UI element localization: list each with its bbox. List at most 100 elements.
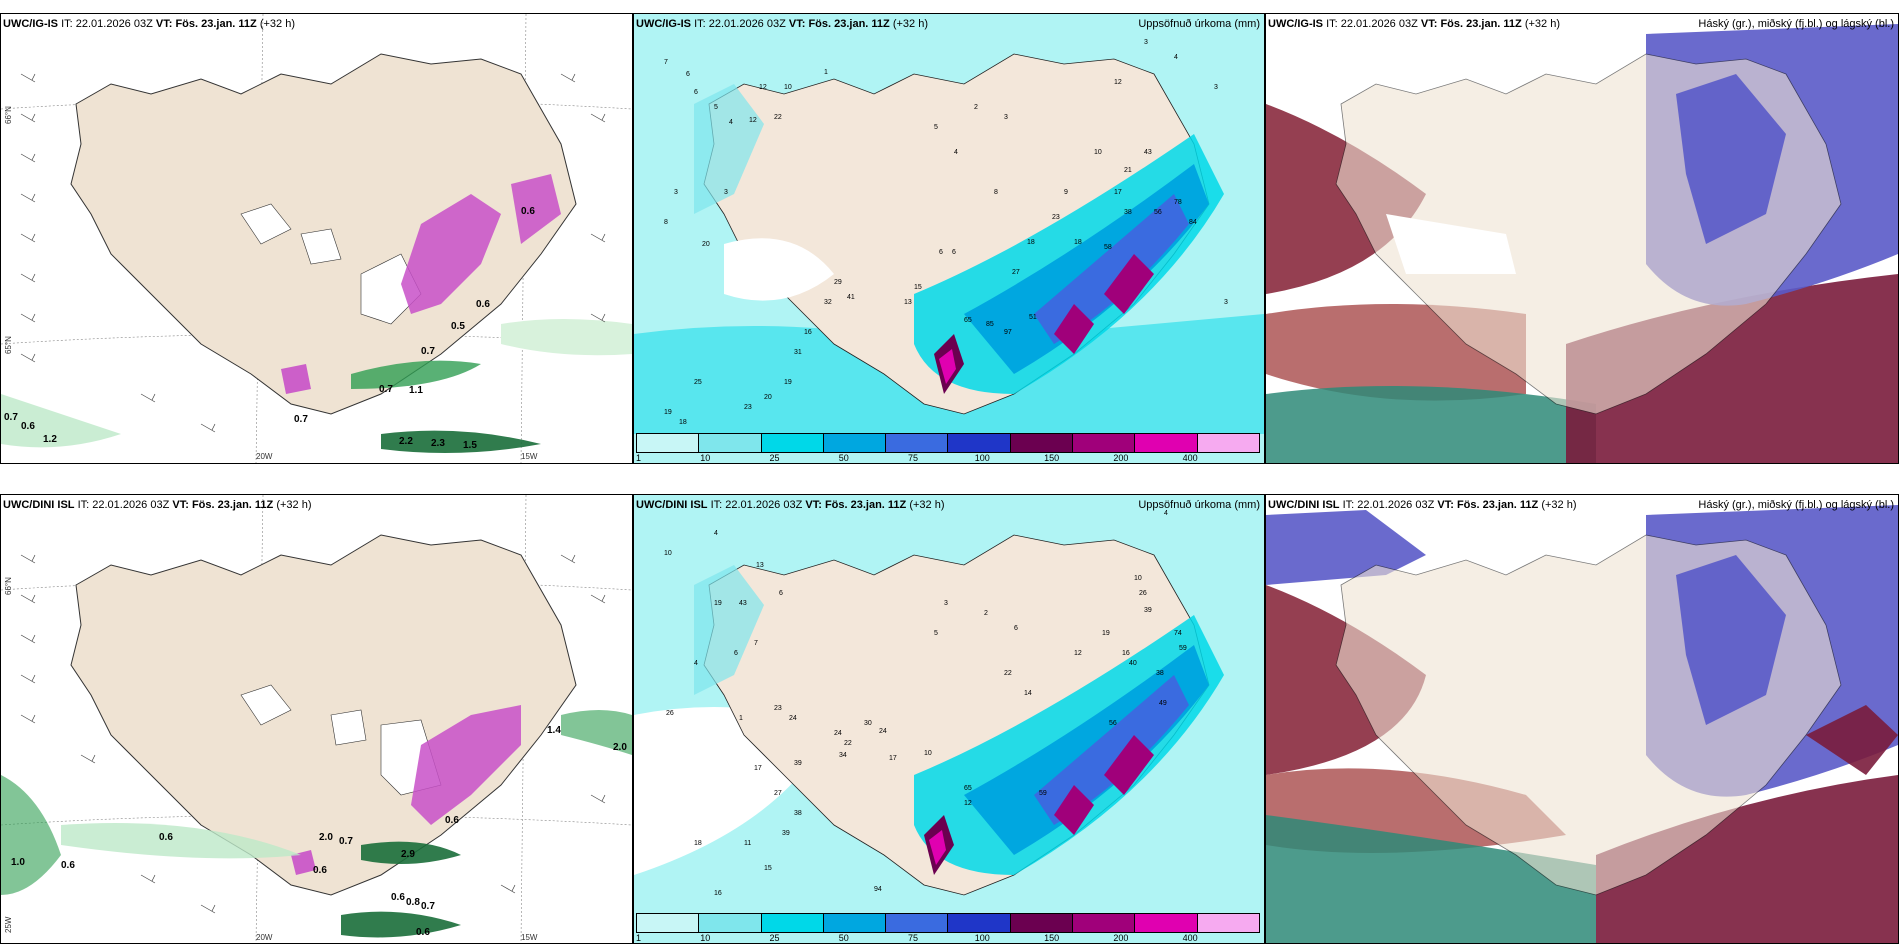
cloud-map-panel-row1: UWC/IG-IS IT: 22.01.2026 03Z VT: Fös. 23… [1265,13,1899,464]
precip-value: 12 [1074,650,1082,657]
precip-value: 6 [939,249,943,256]
colorbar-tick: 1 [636,933,642,943]
precip-value: 6 [686,71,690,78]
precip-value: 13 [756,562,764,569]
precip-value: 74 [1174,630,1182,637]
wind-value: 0.5 [451,321,465,332]
lon-label: 15W [521,933,538,942]
colorbar-swatch [1073,914,1136,932]
precip-value: 8 [994,189,998,196]
precip-value: 4 [714,530,718,537]
wind-map-svg: 0.7 0.6 1.2 0.7 0.7 1.1 2.2 2.3 1.5 0.6 … [1,14,632,463]
wind-value: 0.7 [421,901,435,912]
colorbar-tick: 25 [769,453,780,463]
precip-value: 10 [1094,149,1102,156]
wind-value: 0.7 [379,384,393,395]
precip-value: 40 [1129,660,1137,667]
precip-value: 19 [664,409,672,416]
wind-value: 0.6 [476,299,490,310]
precip-value: 38 [794,810,802,817]
colorbar-swatches [636,433,1260,453]
precip-value: 19 [714,600,722,607]
colorbar-swatch [637,434,700,452]
colorbar-swatch [761,914,824,932]
precip-value: 23 [744,404,752,411]
wind-value: 0.6 [21,421,35,432]
precip-value: 27 [774,790,782,797]
colorbar-swatch [886,914,949,932]
panel-title: UWC/DINI ISL IT: 22.01.2026 03Z VT: Fös.… [1268,499,1577,511]
wind-value: 0.7 [421,346,435,357]
colorbar-swatch [1197,434,1259,452]
colorbar-swatch [1135,914,1198,932]
precip-value: 12 [759,84,767,91]
lon-label: 20W [256,933,273,942]
precip-value: 22 [844,740,852,747]
precip-value: 38 [1156,670,1164,677]
wind-value: 0.6 [61,860,75,871]
precip-value: 5 [934,124,938,131]
precip-value: 15 [764,865,772,872]
colorbar-tick: 1 [636,453,642,463]
precip-value: 10 [784,84,792,91]
colorbar-tick: 200 [1113,933,1129,943]
wind-value: 1.1 [409,385,423,396]
precip-value: 12 [749,117,757,124]
precip-value: 5 [714,104,718,111]
colorbar-tick: 100 [974,453,990,463]
panel-variable-title: Uppsöfnuð úrkoma (mm) [1138,18,1260,30]
precip-value: 94 [874,886,882,893]
cloud-map-svg [1266,495,1898,943]
precip-value: 49 [1159,700,1167,707]
colorbar-swatch [1197,914,1259,932]
precip-value: 25 [694,379,702,386]
precip-value: 97 [1004,329,1012,336]
precip-value: 11 [744,840,751,847]
precip-value: 13 [904,299,912,306]
wind-value: 2.2 [399,436,413,447]
precip-value: 3 [1144,39,1148,46]
precip-value: 39 [794,760,802,767]
precip-value: 2 [984,610,988,617]
colorbar-swatch [637,914,700,932]
wind-value: 0.6 [521,206,535,217]
panel-title: UWC/DINI ISL IT: 22.01.2026 03Z VT: Fös.… [636,499,945,511]
colorbar-tick: 100 [974,933,990,943]
precip-value: 43 [739,600,747,607]
colorbar-swatch [761,434,824,452]
precip-value: 39 [1144,607,1152,614]
wind-value: 1.2 [43,434,57,445]
colorbar-swatches [636,913,1260,933]
colorbar-tick: 10 [700,453,711,463]
precip-value: 26 [666,710,674,717]
colorbar-tick: 200 [1113,453,1129,463]
precip-value: 2 [974,104,978,111]
wind-value: 1.4 [547,725,561,736]
precip-value: 9 [1064,189,1068,196]
wind-value: 0.6 [313,865,327,876]
colorbar-swatch [699,434,762,452]
colorbar-tick: 150 [1044,933,1060,943]
precip-colorbar: 1 10 25 50 75 100 150 200 400 [636,433,1260,463]
wind-value: 0.6 [159,832,173,843]
precip-value: 38 [1124,209,1132,216]
wind-value: 0.6 [445,815,459,826]
wind-value: 1.5 [463,440,477,451]
precip-value: 65 [964,317,972,324]
precip-value: 12 [964,800,972,807]
precip-value: 84 [1189,219,1197,226]
panel-title: UWC/IG-IS IT: 22.01.2026 03Z VT: Fös. 23… [636,18,929,30]
precip-value: 24 [834,730,842,737]
precip-value: 56 [1154,209,1162,216]
precip-value: 6 [952,249,956,256]
panel-title: UWC/DINI ISL IT: 22.01.2026 03Z VT: Fös.… [3,499,312,511]
colorbar-tick: 10 [700,933,711,943]
wind-value: 0.6 [416,927,430,938]
precip-value: 18 [1074,239,1082,246]
wind-value: 0.7 [4,412,18,423]
precip-value: 17 [1114,189,1122,196]
colorbar-swatch [886,434,949,452]
panel-title: UWC/IG-IS IT: 22.01.2026 03Z VT: Fös. 23… [3,18,296,30]
precip-value: 19 [784,379,792,386]
precip-value: 4 [1164,510,1168,517]
